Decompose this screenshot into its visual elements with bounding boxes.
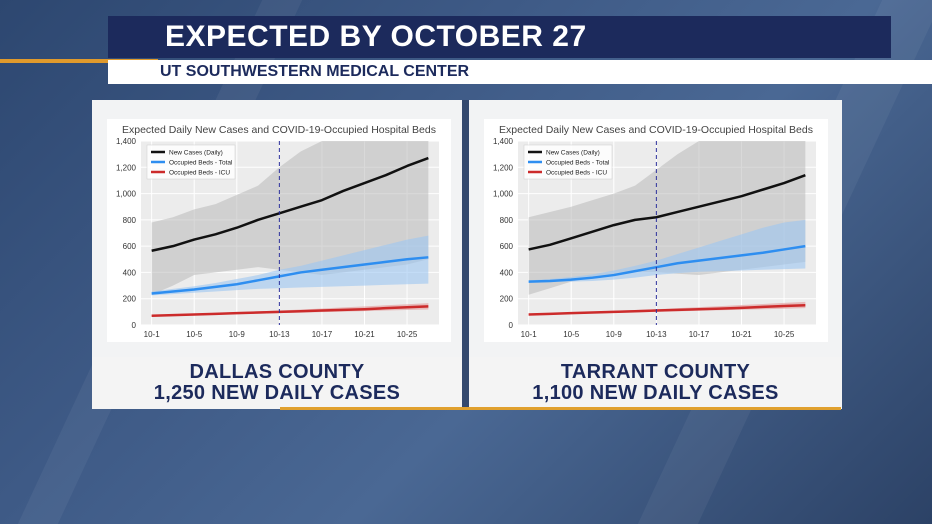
x-tick-label: 10-13 bbox=[646, 330, 667, 339]
headline-title: EXPECTED BY OCTOBER 27 bbox=[165, 20, 587, 53]
y-tick-label: 1,400 bbox=[493, 137, 514, 146]
uncertainty-band bbox=[528, 219, 806, 283]
y-tick-label: 400 bbox=[123, 268, 137, 277]
x-tick-label: 10-9 bbox=[606, 330, 623, 339]
uncertainty-band bbox=[151, 235, 429, 296]
chart-dallas-svg: Expected Daily New Cases and COVID-19-Oc… bbox=[116, 124, 439, 339]
x-tick-label: 10-21 bbox=[731, 330, 752, 339]
x-tick-label: 10-25 bbox=[397, 330, 418, 339]
x-tick-label: 10-9 bbox=[229, 330, 246, 339]
y-tick-label: 0 bbox=[132, 321, 137, 330]
x-tick-label: 10-5 bbox=[186, 330, 203, 339]
x-tick-label: 10-17 bbox=[689, 330, 710, 339]
y-tick-label: 1,400 bbox=[116, 137, 137, 146]
source-label: UT SOUTHWESTERN MEDICAL CENTER bbox=[160, 63, 470, 80]
chart-title: Expected Daily New Cases and COVID-19-Oc… bbox=[499, 124, 813, 136]
legend-label: Occupied Beds - Total bbox=[169, 160, 233, 167]
x-tick-label: 10-17 bbox=[312, 330, 333, 339]
chart-tarrant-svg: Expected Daily New Cases and COVID-19-Oc… bbox=[493, 124, 816, 339]
series-line bbox=[151, 156, 429, 252]
x-tick-label: 10-1 bbox=[144, 330, 161, 339]
x-tick-label: 10-25 bbox=[774, 330, 795, 339]
y-tick-label: 200 bbox=[500, 295, 514, 304]
legend-label: New Cases (Daily) bbox=[546, 150, 600, 157]
series-line bbox=[151, 256, 429, 295]
chart-dallas: Expected Daily New Cases and COVID-19-Oc… bbox=[107, 119, 451, 342]
x-tick-label: 10-13 bbox=[269, 330, 290, 339]
y-tick-label: 600 bbox=[500, 242, 514, 251]
x-tick-label: 10-5 bbox=[563, 330, 580, 339]
y-tick-label: 200 bbox=[123, 295, 137, 304]
dallas-cases-label: 1,250 NEW DAILY CASES bbox=[153, 382, 401, 404]
y-tick-label: 400 bbox=[500, 268, 514, 277]
y-tick-label: 0 bbox=[509, 321, 514, 330]
accent-line bbox=[0, 59, 158, 63]
headline-bar: EXPECTED BY OCTOBER 27 bbox=[108, 16, 891, 58]
y-tick-label: 1,000 bbox=[116, 190, 137, 199]
panel-divider bbox=[462, 100, 469, 410]
legend-label: Occupied Beds - ICU bbox=[169, 170, 230, 177]
chart-title: Expected Daily New Cases and COVID-19-Oc… bbox=[122, 124, 436, 136]
y-tick-label: 1,000 bbox=[493, 190, 514, 199]
y-tick-label: 1,200 bbox=[493, 163, 514, 172]
series-line bbox=[528, 304, 806, 316]
x-tick-label: 10-21 bbox=[354, 330, 375, 339]
caption-underline bbox=[280, 407, 841, 410]
x-tick-label: 10-1 bbox=[521, 330, 538, 339]
legend-label: New Cases (Daily) bbox=[169, 150, 223, 157]
series-line bbox=[528, 244, 806, 283]
y-tick-label: 800 bbox=[500, 216, 514, 225]
y-tick-label: 800 bbox=[123, 216, 137, 225]
tarrant-cases-label: 1,100 NEW DAILY CASES bbox=[532, 382, 779, 404]
dallas-county-label: DALLAS COUNTY bbox=[189, 361, 365, 383]
series-line bbox=[528, 173, 806, 251]
chart-tarrant: Expected Daily New Cases and COVID-19-Oc… bbox=[484, 119, 828, 342]
y-tick-label: 600 bbox=[123, 242, 137, 251]
series-line bbox=[151, 305, 429, 318]
source-bar: UT SOUTHWESTERN MEDICAL CENTER bbox=[108, 60, 932, 84]
legend-label: Occupied Beds - ICU bbox=[546, 170, 607, 177]
tarrant-caption: TARRANT COUNTY 1,100 NEW DAILY CASES bbox=[469, 357, 842, 409]
y-tick-label: 1,200 bbox=[116, 163, 137, 172]
tarrant-county-label: TARRANT COUNTY bbox=[560, 361, 751, 383]
dallas-caption: DALLAS COUNTY 1,250 NEW DAILY CASES bbox=[92, 357, 462, 409]
legend-label: Occupied Beds - Total bbox=[546, 160, 610, 167]
